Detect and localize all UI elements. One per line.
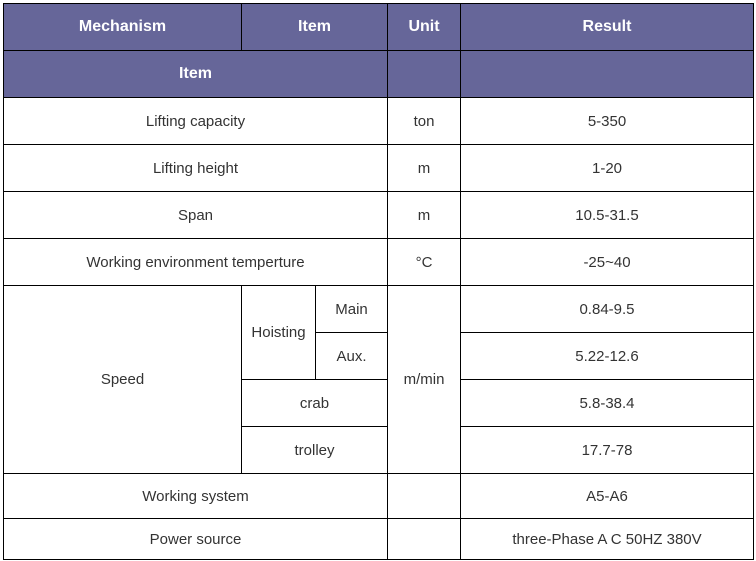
header-row-2: Item xyxy=(3,50,754,98)
aux-cell: Aux. xyxy=(315,332,388,380)
table-row: Working system A5-A6 xyxy=(3,473,754,519)
table-row: Speed Hoisting Main m/min 0.84-9.5 xyxy=(3,285,754,474)
table-row: trolley 17.7-78 xyxy=(4,426,754,474)
unit-cell: ton xyxy=(387,97,461,145)
header-empty-result xyxy=(460,50,754,98)
result-cell: 5.8-38.4 xyxy=(460,379,754,427)
result-cell: 10.5-31.5 xyxy=(460,191,754,239)
unit-cell: °C xyxy=(387,238,461,286)
main-cell: Main xyxy=(315,285,388,333)
header-item-2: Item xyxy=(3,50,388,98)
header-mechanism: Mechanism xyxy=(3,3,242,51)
hoisting-cell: Hoisting xyxy=(241,285,316,380)
unit-cell xyxy=(387,518,461,560)
result-cell: -25~40 xyxy=(460,238,754,286)
result-cell: three-Phase A C 50HZ 380V xyxy=(460,518,754,560)
result-cell: 17.7-78 xyxy=(460,426,754,474)
table-row: Lifting height m 1-20 xyxy=(3,144,754,192)
table-row: Span m 10.5-31.5 xyxy=(3,191,754,239)
specification-table: Mechanism Item Unit Result Item Lifting … xyxy=(3,3,754,560)
item-cell: Lifting height xyxy=(3,144,388,192)
header-item: Item xyxy=(241,3,388,51)
trolley-cell: trolley xyxy=(241,426,388,474)
unit-cell xyxy=(387,473,461,519)
result-cell: 1-20 xyxy=(460,144,754,192)
item-cell: Power source xyxy=(3,518,388,560)
item-cell: Working environment temperture xyxy=(3,238,388,286)
table-row: crab 5.8-38.4 xyxy=(4,379,754,427)
result-cell: 0.84-9.5 xyxy=(460,285,754,333)
speed-unit-cell: m/min xyxy=(387,285,461,474)
table-row: Aux. 5.22-12.6 xyxy=(4,332,754,380)
table-row: Working environment temperture °C -25~40 xyxy=(3,238,754,286)
result-cell: 5-350 xyxy=(460,97,754,145)
unit-cell: m xyxy=(387,191,461,239)
table-row: Power source three-Phase A C 50HZ 380V xyxy=(3,518,754,560)
header-row: Mechanism Item Unit Result xyxy=(3,3,754,51)
result-cell: A5-A6 xyxy=(460,473,754,519)
result-cell: 5.22-12.6 xyxy=(460,332,754,380)
item-cell: Span xyxy=(3,191,388,239)
header-empty-unit xyxy=(387,50,461,98)
table-row: Lifting capacity ton 5-350 xyxy=(3,97,754,145)
header-result: Result xyxy=(460,3,754,51)
header-unit: Unit xyxy=(387,3,461,51)
crab-cell: crab xyxy=(241,379,388,427)
item-cell: Lifting capacity xyxy=(3,97,388,145)
item-cell: Working system xyxy=(3,473,388,519)
unit-cell: m xyxy=(387,144,461,192)
speed-cell: Speed xyxy=(3,285,242,474)
